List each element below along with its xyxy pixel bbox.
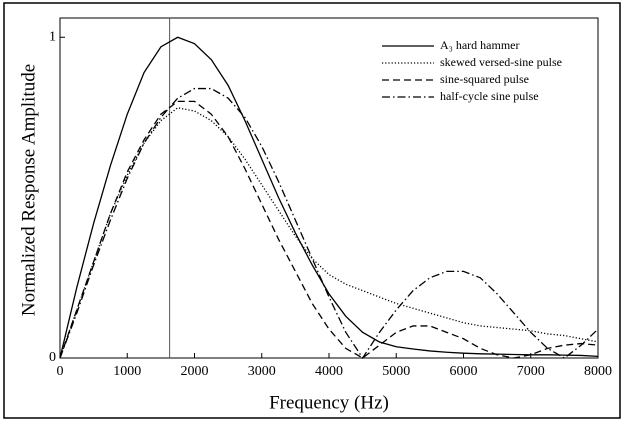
x-tick-label: 0 — [57, 364, 64, 379]
x-tick-label: 4000 — [315, 364, 343, 379]
series-line — [59, 36, 599, 359]
x-tick-label: 8000 — [584, 364, 612, 379]
series-line — [59, 107, 599, 359]
x-tick-label: 2000 — [181, 364, 209, 379]
legend-label: half-cycle sine pulse — [440, 89, 539, 103]
series-line — [59, 87, 599, 360]
legend-label: sine-squared pulse — [440, 72, 529, 86]
x-tick-label: 1000 — [113, 364, 141, 379]
y-tick-label: 0 — [49, 350, 56, 365]
x-tick-label: 7000 — [517, 364, 545, 379]
x-tick-label: 3000 — [248, 364, 276, 379]
y-tick-label: 1 — [49, 29, 56, 44]
series-line — [59, 100, 599, 359]
x-tick-label: 5000 — [382, 364, 410, 379]
y-axis-label: Normalized Response Amplitude — [18, 64, 39, 316]
legend-label: A₃ hard hammer — [440, 38, 520, 52]
x-axis-label: Frequency (Hz) — [269, 392, 389, 413]
frame — [3, 2, 621, 419]
legend-label: skewed versed-sine pulse — [440, 55, 562, 69]
x-tick-label: 6000 — [450, 364, 478, 379]
plot-area — [59, 17, 599, 359]
